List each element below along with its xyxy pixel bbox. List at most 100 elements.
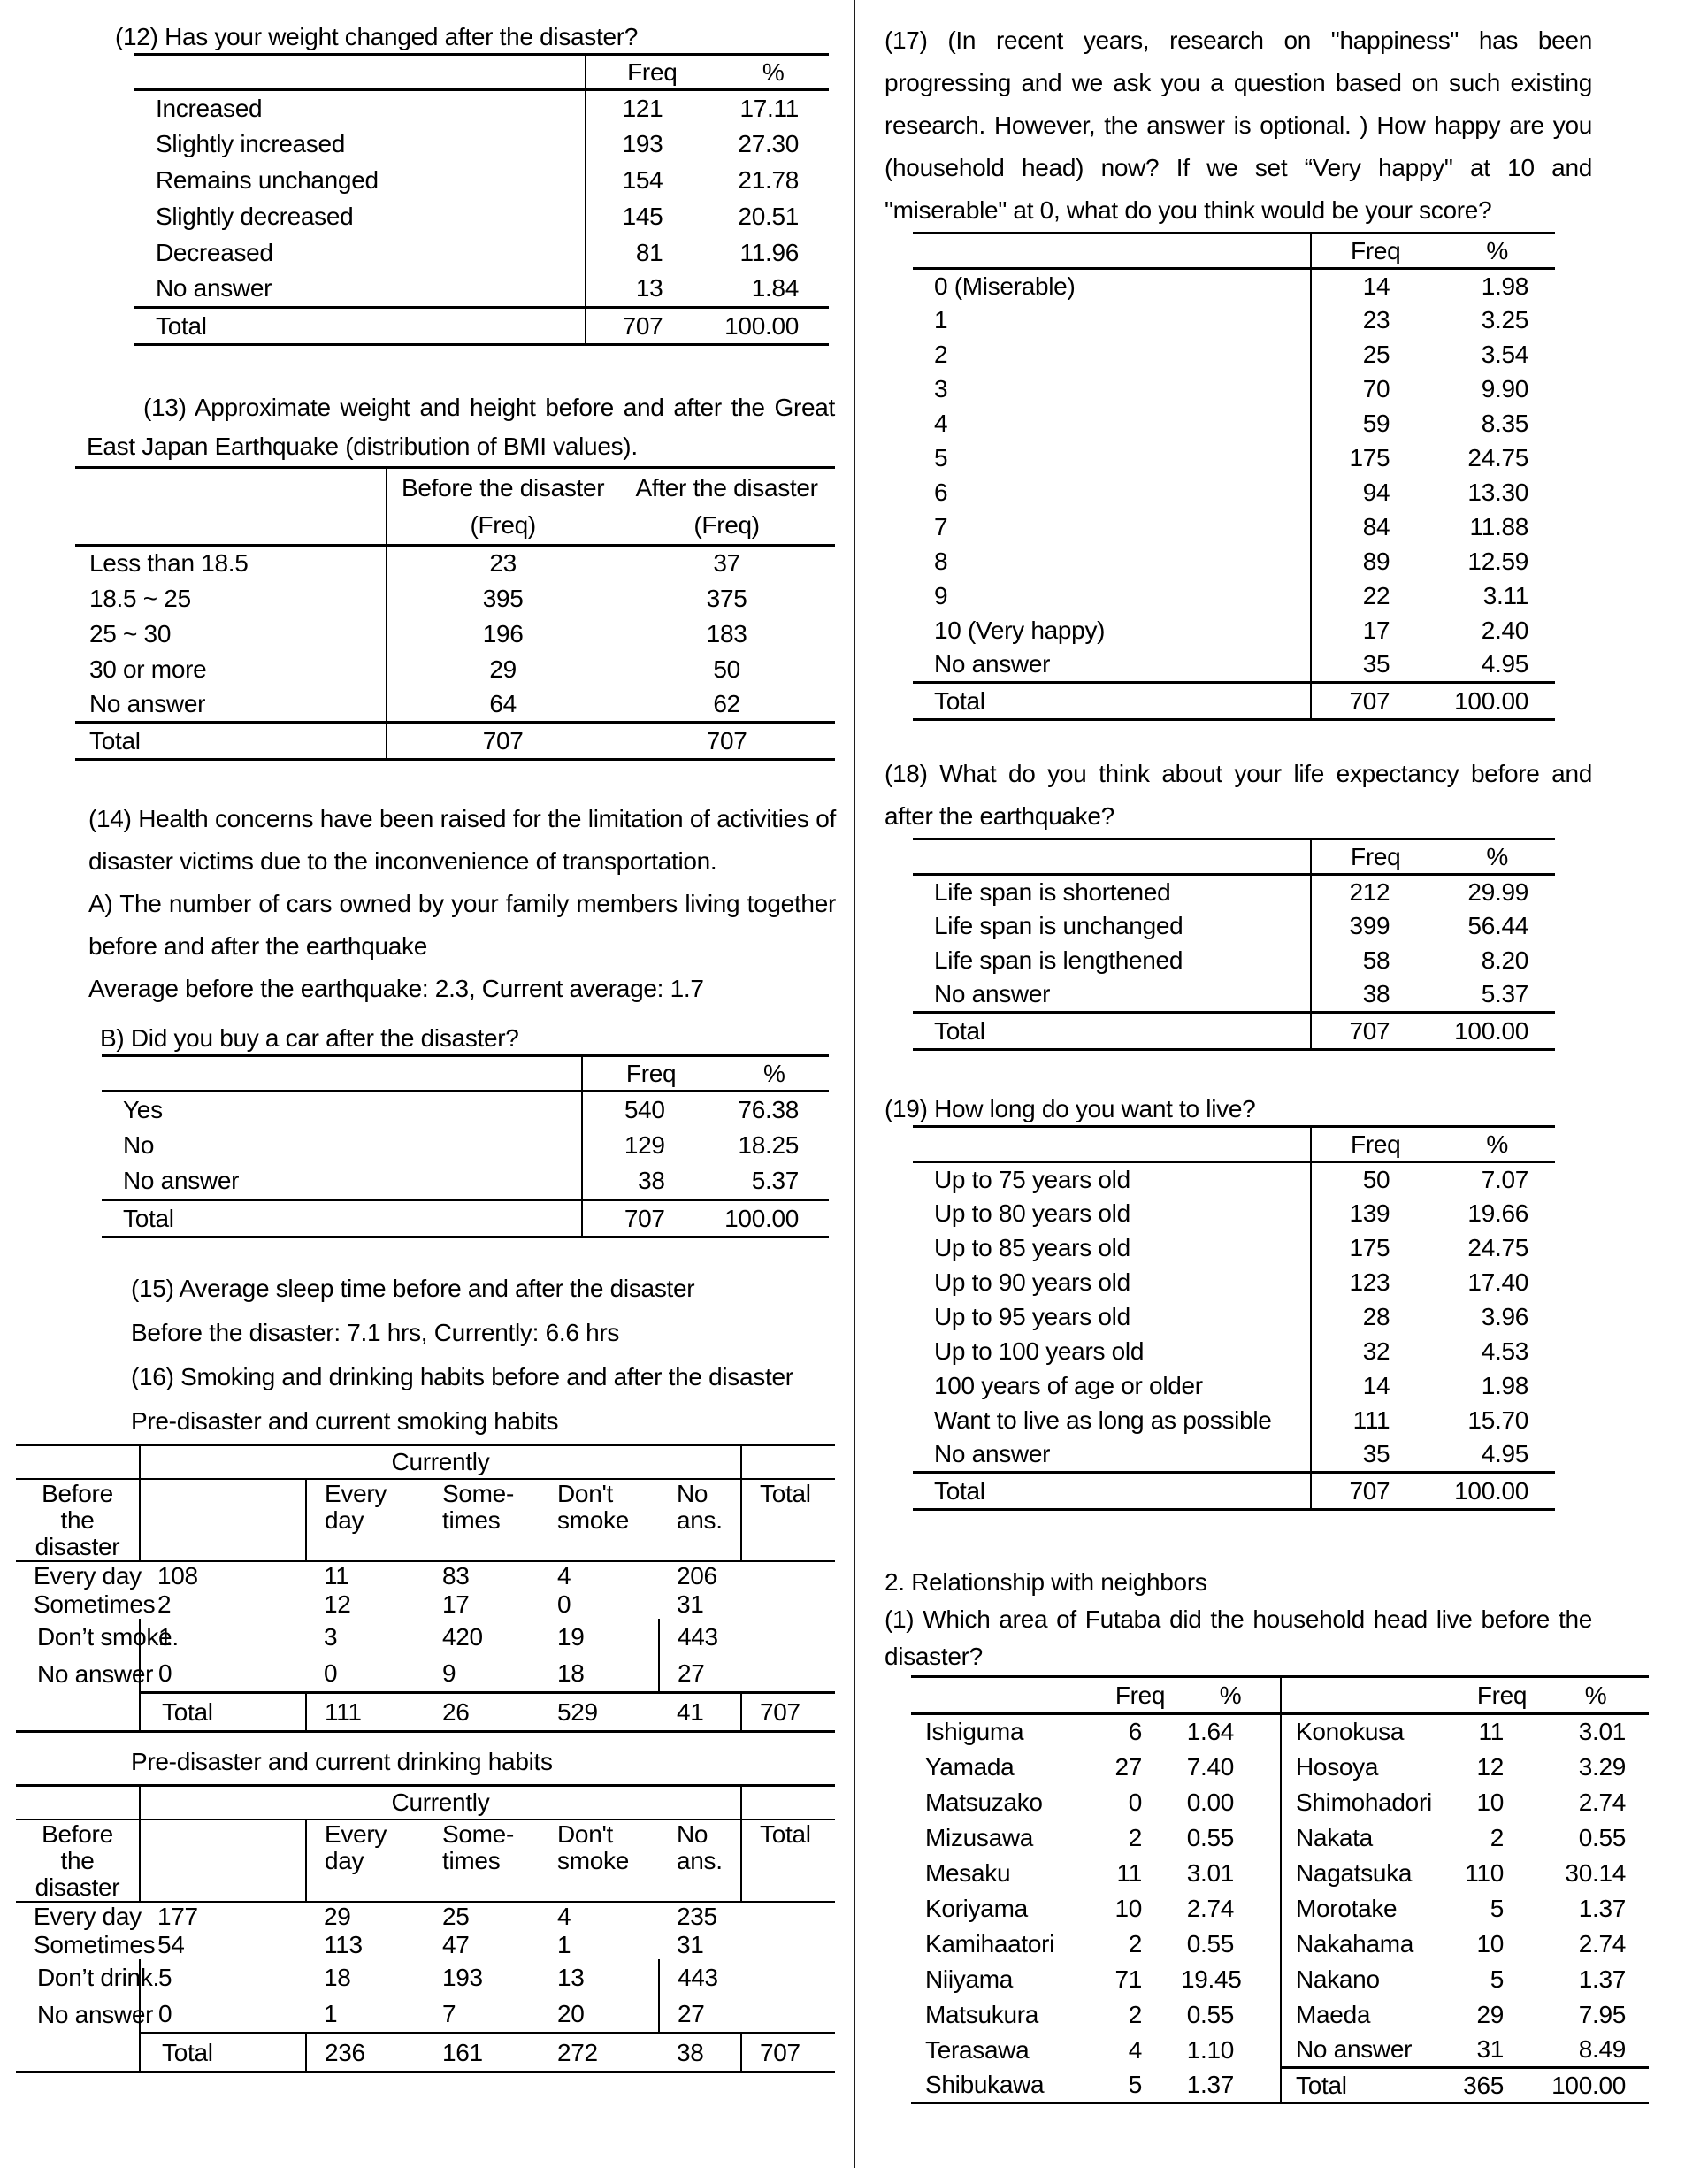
table-cell: 0 xyxy=(158,1659,172,1687)
table-row: Yes 540 76.38 xyxy=(102,1091,829,1128)
table-cell: No answer xyxy=(913,647,1313,683)
header-line: smoke xyxy=(557,1846,629,1874)
table-cell: 4.53 xyxy=(1481,1337,1529,1365)
table-row: Ishiguma 6 1.64 Konokusa 11 3.01 xyxy=(911,1713,1649,1750)
row-label-column-header xyxy=(140,1478,307,1562)
table-cell: No answer xyxy=(75,686,388,723)
table-cell: 62 xyxy=(713,689,740,717)
header-line: Every xyxy=(325,1819,387,1848)
table-cell: Mesaku xyxy=(925,1858,1011,1887)
question-13-title: (13) Approximate weight and height befor… xyxy=(87,394,835,460)
table-cell: 9 xyxy=(442,1659,456,1687)
every-day-column-header: Every day xyxy=(306,1478,425,1562)
table-total-row: Total 707 100.00 xyxy=(913,1471,1555,1510)
table-cell: Life span is lengthened xyxy=(913,943,1313,978)
total-after: 707 xyxy=(618,721,835,760)
stub-line: the xyxy=(60,1846,95,1874)
table-cell: 3 xyxy=(324,1622,338,1651)
table-cell: 365 xyxy=(1461,2066,1543,2103)
table-cell: Nakahama xyxy=(1280,1926,1461,1962)
table-row: 4 59 8.35 xyxy=(913,406,1555,441)
car-purchase-table: Freq % Yes 540 76.38 No 129 18.25 No answer 38 5… xyxy=(102,1054,829,1238)
table-cell: 71 xyxy=(1114,1965,1142,1993)
table-cell: No answer xyxy=(913,977,1313,1013)
header-line: Don't xyxy=(557,1819,613,1848)
table-row: 100 years of age or older 14 1.98 xyxy=(913,1368,1555,1404)
table-cell: 443 xyxy=(658,1618,741,1656)
table-cell: 17 xyxy=(1362,617,1390,644)
stub-corner-cell xyxy=(16,1444,141,1480)
table-cell: 17.11 xyxy=(739,94,800,122)
table-row: 3 70 9.90 xyxy=(913,372,1555,407)
table-row: 30 or more 29 50 xyxy=(75,651,835,687)
table-cell: 443 xyxy=(658,1958,741,1996)
table-total-row: Total 707 100.00 xyxy=(134,306,829,345)
table-cell: 0 (Miserable) xyxy=(913,268,1313,303)
every-day-column-header: Every day xyxy=(306,1819,425,1903)
table-cell: 2 xyxy=(1128,1823,1143,1851)
table-cell: Nakano xyxy=(1280,1961,1461,1997)
before-disaster-column-header: Before the disaster (Freq) xyxy=(387,467,619,547)
table-row: Mesaku 11 3.01 Nagatsuka 110 30.14 xyxy=(911,1855,1649,1891)
table-cell: 100.00 xyxy=(1543,2066,1649,2103)
pct-column-header: % xyxy=(1439,839,1555,876)
car-average-line: Average before the earthquake: 2.3, Curr… xyxy=(88,975,704,1002)
table-cell: 47 xyxy=(442,1930,470,1958)
table-cell: No answer xyxy=(134,271,587,308)
table-cell: Yes xyxy=(102,1091,583,1128)
table-header-row: Before the disaster (Freq) After the dis… xyxy=(75,467,835,547)
table-cell: 420 xyxy=(442,1622,483,1651)
table-cell: 70 xyxy=(1362,375,1390,402)
table-cell: 15.70 xyxy=(1467,1406,1528,1434)
table-cell: 18.25 xyxy=(738,1131,799,1159)
table-cell: Nakata xyxy=(1280,1819,1461,1856)
total-cell: 41 xyxy=(659,1691,741,1732)
table-row: 6 94 13.30 xyxy=(913,475,1555,510)
total-label: Total xyxy=(102,1199,583,1237)
table-cell: 22 xyxy=(1362,582,1390,609)
row-label-column-header xyxy=(911,1676,1099,1715)
total-freq: 707 xyxy=(1311,1471,1440,1510)
table-cell: Life span is unchanged xyxy=(913,908,1313,944)
table-row: Up to 90 years old 123 17.40 xyxy=(913,1265,1555,1300)
table-cell: 54 xyxy=(157,1930,185,1958)
table-cell: 9 xyxy=(913,578,1313,614)
table-row: Matsuzako 0 0.00 Shimohadori 10 2.74 xyxy=(911,1784,1649,1820)
table-row: Slightly increased 193 27.30 xyxy=(134,126,829,163)
table-cell: No answer xyxy=(913,1437,1313,1473)
table-cell: Slightly increased xyxy=(134,126,587,163)
table-row: Every day 108 11 83 4 206 xyxy=(16,1561,835,1590)
table-cell: 4 xyxy=(557,1902,571,1930)
question-19-title: (19) How long do you want to live? xyxy=(885,1095,1256,1122)
table-cell: 0.55 xyxy=(1186,1823,1235,1851)
total-freq: 707 xyxy=(581,1199,720,1237)
table-cell: 18 xyxy=(557,1659,585,1687)
table-cell: 11 xyxy=(1478,1718,1505,1746)
table-cell: 11 xyxy=(1116,1858,1143,1887)
row-label-column-header xyxy=(913,839,1313,876)
table-cell: 193 xyxy=(442,1963,483,1991)
total-cell: 38 xyxy=(659,2032,741,2072)
table-cell: 235 xyxy=(677,1902,717,1930)
table-cell: No answer xyxy=(16,1655,153,1693)
table-row: Life span is unchanged 399 56.44 xyxy=(913,908,1555,944)
table-cell: 25 xyxy=(1362,341,1390,368)
table-cell: 2 xyxy=(1490,1823,1505,1851)
row-label-column-header xyxy=(1280,1676,1461,1715)
header-line: After the disaster xyxy=(635,473,818,502)
table-cell: 17.40 xyxy=(1467,1268,1528,1296)
drinking-habits-table: Currently Before the disaster Every day … xyxy=(16,1784,835,2073)
table-cell: 0.55 xyxy=(1186,1929,1235,1957)
table-row: 18.5 ~ 25 395 375 xyxy=(75,580,835,617)
header-line: (Freq) xyxy=(470,510,536,539)
table-cell: 18 xyxy=(324,1963,351,1991)
table-cell: 145 xyxy=(622,203,663,230)
table-cell: 5.37 xyxy=(751,1167,800,1195)
header-line: Total xyxy=(760,1819,811,1848)
table-cell: 27 xyxy=(658,1655,741,1693)
total-pct: 100.00 xyxy=(719,1199,829,1237)
table-cell: 2 xyxy=(157,1590,172,1618)
table-row: Matsukura 2 0.55 Maeda 29 7.95 xyxy=(911,1996,1649,2033)
table-cell: 206 xyxy=(677,1561,717,1590)
section-2-heading: 2. Relationship with neighbors xyxy=(885,1568,1207,1596)
